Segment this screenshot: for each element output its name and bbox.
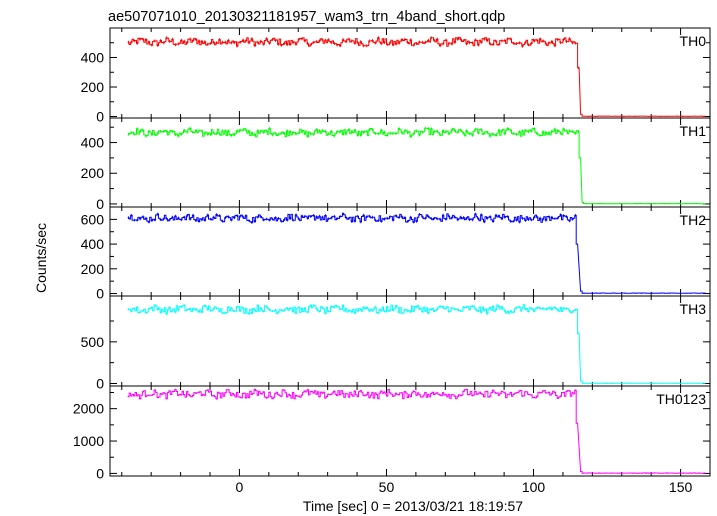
y-tick-label: 0 [96, 196, 104, 212]
panel-th0123: 0 1000 2000 TH0123 [73, 385, 711, 481]
error-bars [128, 388, 706, 474]
series-label: TH0 [680, 33, 707, 49]
series-line [127, 127, 706, 205]
y-tick-label: 1000 [73, 433, 104, 449]
y-tick-label: 2000 [73, 401, 104, 417]
x-axis-label: Time [sec] 0 = 2013/03/21 18:19:57 [303, 498, 523, 514]
x-tick-label: 150 [669, 479, 693, 495]
y-tick-label: 200 [81, 79, 105, 95]
x-tick-label: 0 [236, 479, 244, 495]
panel-th0: 0 200 400 TH0 [81, 27, 711, 125]
y-tick-label: 200 [81, 165, 105, 181]
y-tick-label: 600 [81, 211, 105, 227]
error-bars [128, 126, 704, 204]
y-tick-label: 400 [81, 236, 105, 252]
y-tick-label: 0 [96, 286, 104, 302]
series-label: TH3 [680, 301, 707, 317]
panel-th1: 0 200 400 TH1 [81, 117, 711, 212]
y-tick-label: 0 [96, 109, 104, 125]
series-line [127, 213, 706, 294]
y-tick-label: 400 [81, 50, 105, 66]
panel-th3: 0 500 TH3 [81, 295, 711, 392]
panel-frame [109, 385, 711, 477]
y-tick-label: 200 [81, 261, 105, 277]
series-label: TH1 [680, 123, 707, 139]
error-bars [128, 304, 704, 384]
y-tick-label: 0 [96, 465, 104, 481]
y-tick-label: 0 [96, 376, 104, 392]
x-tick-label: 50 [379, 479, 395, 495]
error-bars [128, 212, 706, 294]
series-label: TH0123 [656, 391, 706, 407]
series-line [127, 36, 706, 117]
series-label: TH2 [680, 212, 707, 228]
series-line [127, 304, 706, 384]
error-bars [128, 36, 704, 117]
y-tick-label: 400 [81, 135, 105, 151]
series-line [127, 388, 706, 474]
y-axis-label: Counts/sec [33, 223, 49, 293]
y-tick-label: 500 [81, 334, 105, 350]
x-tick-label: 100 [522, 479, 546, 495]
panel-th2: 0 200 400 600 TH2 [81, 206, 711, 302]
figure-title: ae507071010_20130321181957_wam3_trn_4ban… [108, 9, 505, 25]
